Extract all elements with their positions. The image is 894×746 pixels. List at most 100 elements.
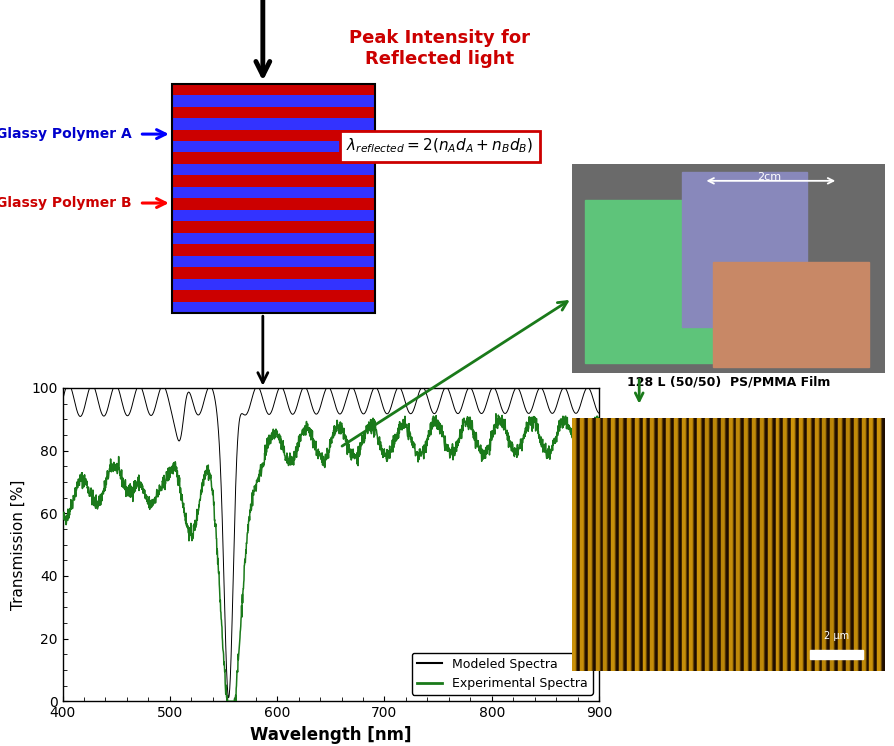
- Bar: [806, 418, 811, 671]
- Bar: [172, 256, 375, 267]
- Bar: [857, 418, 862, 671]
- Bar: [172, 198, 375, 210]
- Bar: [694, 418, 697, 671]
- Bar: [725, 418, 729, 671]
- Legend: Modeled Spectra, Experimental Spectra: Modeled Spectra, Experimental Spectra: [412, 653, 593, 695]
- Bar: [744, 418, 748, 671]
- Text: Glassy Polymer A: Glassy Polymer A: [0, 127, 131, 141]
- Bar: [744, 418, 748, 671]
- Bar: [172, 279, 375, 290]
- Bar: [839, 418, 842, 671]
- Bar: [588, 418, 592, 671]
- Bar: [697, 418, 701, 671]
- Bar: [768, 418, 772, 671]
- Bar: [701, 418, 705, 671]
- Bar: [172, 302, 375, 313]
- Bar: [822, 418, 826, 671]
- Bar: [172, 107, 375, 118]
- Bar: [814, 418, 819, 671]
- Text: $\lambda_{reflected}=2(n_Ad_A+n_Bd_B)$: $\lambda_{reflected}=2(n_Ad_A+n_Bd_B)$: [346, 137, 534, 155]
- Bar: [172, 187, 375, 198]
- Bar: [854, 418, 857, 671]
- Bar: [783, 418, 788, 671]
- Bar: [862, 418, 865, 671]
- Bar: [775, 418, 780, 671]
- Bar: [865, 418, 869, 671]
- Bar: [600, 418, 603, 671]
- Bar: [172, 210, 375, 222]
- Bar: [740, 418, 744, 671]
- Bar: [772, 418, 775, 671]
- Bar: [666, 418, 670, 671]
- Bar: [172, 95, 375, 107]
- Bar: [819, 418, 822, 671]
- Bar: [674, 418, 678, 671]
- Bar: [681, 418, 686, 671]
- Bar: [603, 418, 607, 671]
- Bar: [619, 418, 623, 671]
- Bar: [595, 418, 600, 671]
- Bar: [760, 418, 763, 671]
- Bar: [172, 222, 375, 233]
- Bar: [635, 418, 638, 671]
- Bar: [650, 418, 654, 671]
- Bar: [842, 418, 846, 671]
- Bar: [607, 418, 611, 671]
- Bar: [854, 418, 857, 671]
- Bar: [822, 418, 826, 671]
- Bar: [678, 418, 681, 671]
- Bar: [799, 418, 803, 671]
- Text: Glassy Polymer B: Glassy Polymer B: [0, 196, 131, 210]
- Bar: [689, 418, 694, 671]
- Bar: [592, 418, 595, 671]
- Bar: [780, 418, 783, 671]
- Bar: [666, 418, 670, 671]
- Bar: [839, 418, 842, 671]
- Bar: [729, 418, 732, 671]
- Bar: [654, 418, 658, 671]
- Text: 2 μm: 2 μm: [824, 631, 849, 641]
- Bar: [172, 84, 375, 313]
- Bar: [791, 418, 795, 671]
- Bar: [588, 418, 592, 671]
- Bar: [697, 418, 701, 671]
- Bar: [721, 418, 725, 671]
- Bar: [705, 418, 709, 671]
- Bar: [705, 418, 709, 671]
- Bar: [584, 418, 588, 671]
- Bar: [643, 418, 646, 671]
- Bar: [721, 418, 725, 671]
- Bar: [615, 418, 619, 671]
- Bar: [172, 175, 375, 187]
- Bar: [658, 418, 662, 671]
- Bar: [172, 290, 375, 302]
- Bar: [881, 418, 885, 671]
- Bar: [850, 418, 854, 671]
- Bar: [658, 418, 662, 671]
- Bar: [595, 418, 600, 671]
- Bar: [846, 418, 850, 671]
- Bar: [717, 418, 721, 671]
- Bar: [713, 418, 717, 671]
- Bar: [810, 650, 863, 659]
- Bar: [763, 418, 768, 671]
- Bar: [748, 418, 752, 671]
- Bar: [611, 418, 615, 671]
- Bar: [674, 418, 678, 671]
- Bar: [756, 418, 760, 671]
- Bar: [803, 418, 806, 671]
- Text: 2cm: 2cm: [757, 172, 781, 183]
- Bar: [627, 418, 631, 671]
- Bar: [172, 245, 375, 256]
- Bar: [826, 418, 831, 671]
- Bar: [768, 418, 772, 671]
- Bar: [846, 418, 850, 671]
- Bar: [729, 418, 732, 671]
- Bar: [681, 172, 806, 327]
- Bar: [791, 418, 795, 671]
- Bar: [670, 418, 674, 671]
- Bar: [799, 418, 803, 671]
- Bar: [737, 418, 740, 671]
- Bar: [873, 418, 877, 671]
- Bar: [783, 418, 788, 671]
